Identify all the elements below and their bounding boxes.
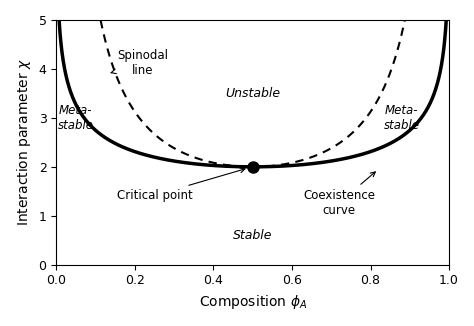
Text: Meta-
stable: Meta- stable — [384, 104, 420, 132]
Text: Stable: Stable — [233, 229, 273, 242]
Text: Spinodal
line: Spinodal line — [111, 49, 168, 77]
X-axis label: Composition $\phi_A$: Composition $\phi_A$ — [199, 293, 307, 311]
Text: Unstable: Unstable — [225, 87, 280, 100]
Y-axis label: Interaction parameter $\chi$: Interaction parameter $\chi$ — [15, 58, 33, 226]
Text: Coexistence
curve: Coexistence curve — [303, 172, 375, 217]
Text: Critical point: Critical point — [117, 168, 245, 202]
Text: Meta-
stable: Meta- stable — [58, 104, 94, 132]
